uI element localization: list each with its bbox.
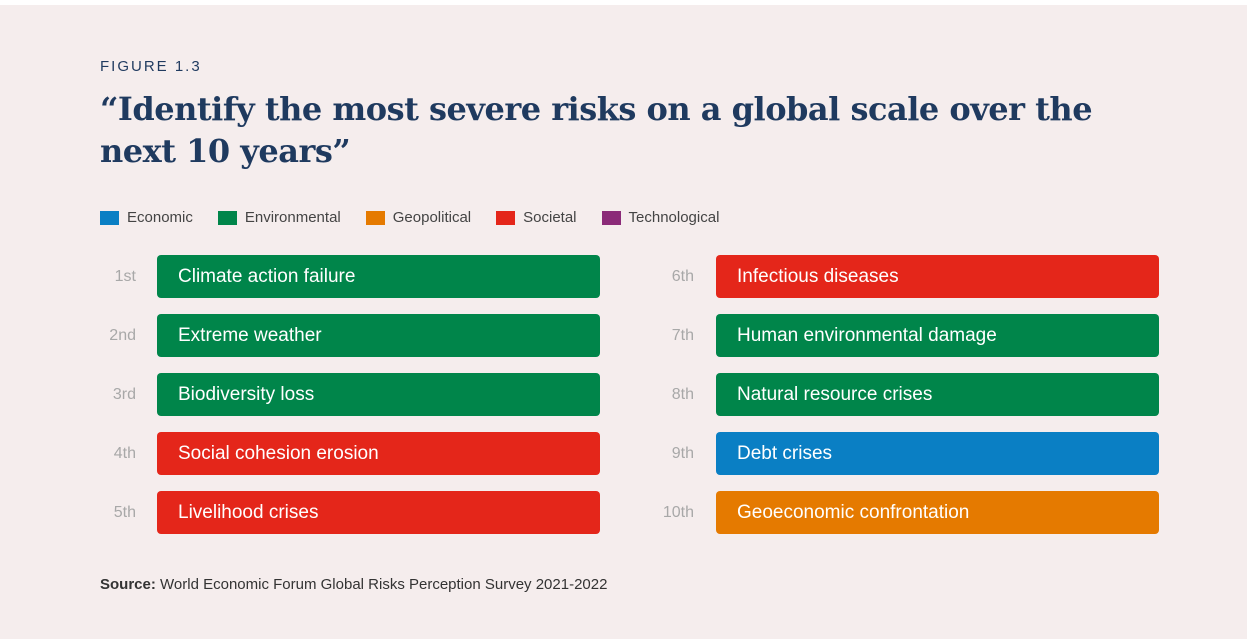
legend-item-environmental: Environmental bbox=[217, 209, 341, 226]
legend-label: Geopolitical bbox=[392, 209, 472, 226]
risk-bar: Social cohesion erosion bbox=[157, 432, 600, 475]
figure-label: FIGURE 1.3 bbox=[100, 58, 202, 75]
legend-item-societal: Societal bbox=[496, 209, 577, 226]
source-text: World Economic Forum Global Risks Percep… bbox=[160, 576, 608, 593]
risk-bar: Infectious diseases bbox=[716, 255, 1159, 298]
risk-bar: Natural resource crises bbox=[716, 373, 1159, 416]
source-note: Source: World Economic Forum Global Risk… bbox=[100, 576, 607, 593]
rank-label: 3rd bbox=[112, 386, 136, 403]
legend-swatch bbox=[100, 210, 119, 225]
legend-label: Environmental bbox=[244, 209, 341, 226]
legend-label: Societal bbox=[523, 209, 577, 226]
legend-item-economic: Economic bbox=[100, 209, 193, 226]
rank-label: 8th bbox=[671, 386, 694, 403]
risk-bar: Biodiversity loss bbox=[157, 373, 600, 416]
risk-bar: Human environmental damage bbox=[716, 314, 1159, 357]
rank-label: 7th bbox=[671, 327, 694, 344]
legend-swatch bbox=[601, 210, 621, 225]
rank-label: 4th bbox=[113, 445, 136, 462]
rank-label: 6th bbox=[671, 268, 694, 285]
rank-label: 10th bbox=[662, 504, 694, 521]
rank-label: 1st bbox=[114, 268, 136, 285]
risk-bar: Geoeconomic confrontation bbox=[716, 491, 1159, 534]
rank-label: 5th bbox=[113, 504, 136, 521]
risk-bar: Climate action failure bbox=[157, 255, 600, 298]
legend-swatch bbox=[496, 210, 516, 225]
risk-bar: Debt crises bbox=[716, 432, 1159, 475]
rank-label: 2nd bbox=[109, 327, 136, 344]
source-label: Source: bbox=[100, 576, 156, 593]
legend: Economic Environmental Geopolitical Societa… bbox=[100, 209, 744, 226]
legend-swatch bbox=[365, 210, 385, 225]
risk-bar: Livelihood crises bbox=[157, 491, 600, 534]
figure-title: “Identify the most severe risks on a glo… bbox=[100, 90, 1093, 170]
legend-item-geopolitical: Geopolitical bbox=[365, 209, 472, 226]
legend-label: Technological bbox=[628, 209, 720, 226]
legend-label: Economic bbox=[127, 209, 193, 226]
legend-item-technological: Technological bbox=[601, 209, 720, 226]
legend-swatch bbox=[217, 210, 237, 225]
rank-label: 9th bbox=[671, 445, 694, 462]
risk-bar: Extreme weather bbox=[157, 314, 600, 357]
